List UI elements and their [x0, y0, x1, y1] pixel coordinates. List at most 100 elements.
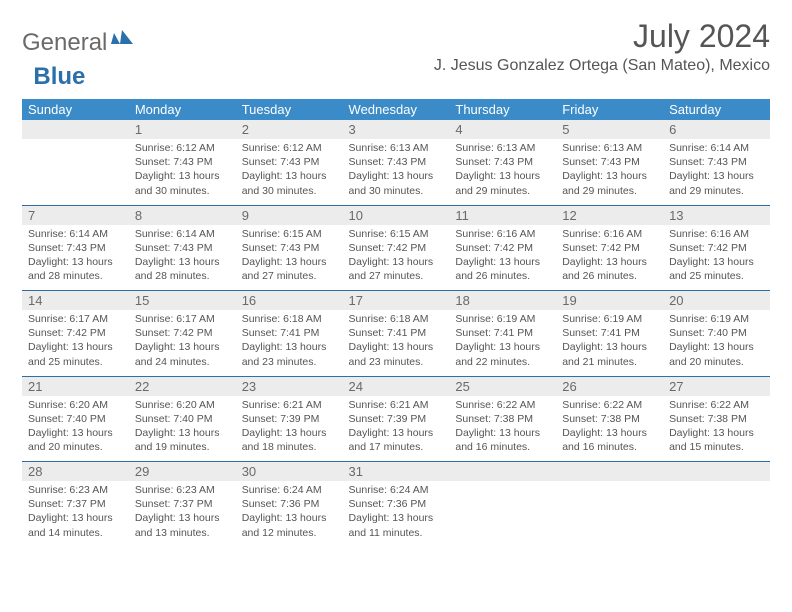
daylight-text: Daylight: 13 hours and 27 minutes.	[349, 255, 444, 283]
weekday-header: Wednesday	[343, 99, 450, 120]
day-number: 7	[22, 205, 129, 225]
day-number: 29	[129, 462, 236, 482]
day-number: 26	[556, 376, 663, 396]
day-cell: Sunrise: 6:15 AMSunset: 7:43 PMDaylight:…	[236, 225, 343, 291]
daylight-text: Daylight: 13 hours and 17 minutes.	[349, 426, 444, 454]
weekday-header: Friday	[556, 99, 663, 120]
day-cell	[556, 481, 663, 547]
day-cell	[22, 139, 129, 205]
day-number: 13	[663, 205, 770, 225]
daylight-text: Daylight: 13 hours and 19 minutes.	[135, 426, 230, 454]
daylight-text: Daylight: 13 hours and 24 minutes.	[135, 340, 230, 368]
day-number: 18	[449, 291, 556, 311]
day-cell: Sunrise: 6:14 AMSunset: 7:43 PMDaylight:…	[663, 139, 770, 205]
day-number: 6	[663, 120, 770, 139]
day-number: 16	[236, 291, 343, 311]
day-number: 3	[343, 120, 450, 139]
daylight-text: Daylight: 13 hours and 16 minutes.	[562, 426, 657, 454]
sunrise-text: Sunrise: 6:16 AM	[669, 227, 764, 241]
sunrise-text: Sunrise: 6:22 AM	[455, 398, 550, 412]
sunrise-text: Sunrise: 6:17 AM	[28, 312, 123, 326]
location-subtitle: J. Jesus Gonzalez Ortega (San Mateo), Me…	[434, 57, 770, 75]
day-number: 12	[556, 205, 663, 225]
sunset-text: Sunset: 7:41 PM	[349, 326, 444, 340]
weekday-header: Saturday	[663, 99, 770, 120]
weekday-header: Tuesday	[236, 99, 343, 120]
sunset-text: Sunset: 7:36 PM	[349, 497, 444, 511]
day-number: 24	[343, 376, 450, 396]
day-cell: Sunrise: 6:17 AMSunset: 7:42 PMDaylight:…	[129, 310, 236, 376]
day-number-row: 78910111213	[22, 205, 770, 225]
day-number: 17	[343, 291, 450, 311]
sunset-text: Sunset: 7:42 PM	[28, 326, 123, 340]
daylight-text: Daylight: 13 hours and 14 minutes.	[28, 511, 123, 539]
day-cell: Sunrise: 6:22 AMSunset: 7:38 PMDaylight:…	[449, 396, 556, 462]
day-number: 11	[449, 205, 556, 225]
sunset-text: Sunset: 7:43 PM	[135, 155, 230, 169]
sunrise-text: Sunrise: 6:13 AM	[562, 141, 657, 155]
daylight-text: Daylight: 13 hours and 23 minutes.	[349, 340, 444, 368]
day-number: 20	[663, 291, 770, 311]
day-cell: Sunrise: 6:12 AMSunset: 7:43 PMDaylight:…	[129, 139, 236, 205]
sunrise-text: Sunrise: 6:18 AM	[242, 312, 337, 326]
sunrise-text: Sunrise: 6:23 AM	[28, 483, 123, 497]
brand-logo: General	[22, 18, 135, 57]
daylight-text: Daylight: 13 hours and 30 minutes.	[135, 169, 230, 197]
day-cell: Sunrise: 6:12 AMSunset: 7:43 PMDaylight:…	[236, 139, 343, 205]
sunset-text: Sunset: 7:39 PM	[349, 412, 444, 426]
sunset-text: Sunset: 7:40 PM	[135, 412, 230, 426]
weekday-header-row: Sunday Monday Tuesday Wednesday Thursday…	[22, 99, 770, 120]
day-cell: Sunrise: 6:15 AMSunset: 7:42 PMDaylight:…	[343, 225, 450, 291]
title-block: July 2024 J. Jesus Gonzalez Ortega (San …	[434, 18, 770, 75]
sunset-text: Sunset: 7:42 PM	[135, 326, 230, 340]
sunrise-text: Sunrise: 6:15 AM	[242, 227, 337, 241]
weekday-header: Thursday	[449, 99, 556, 120]
sunset-text: Sunset: 7:38 PM	[455, 412, 550, 426]
daylight-text: Daylight: 13 hours and 29 minutes.	[562, 169, 657, 197]
weekday-header: Sunday	[22, 99, 129, 120]
sunrise-text: Sunrise: 6:18 AM	[349, 312, 444, 326]
sunset-text: Sunset: 7:37 PM	[135, 497, 230, 511]
day-number: 30	[236, 462, 343, 482]
daylight-text: Daylight: 13 hours and 25 minutes.	[28, 340, 123, 368]
daylight-text: Daylight: 13 hours and 28 minutes.	[135, 255, 230, 283]
day-number: 14	[22, 291, 129, 311]
sunrise-text: Sunrise: 6:24 AM	[242, 483, 337, 497]
daylight-text: Daylight: 13 hours and 26 minutes.	[562, 255, 657, 283]
brand-part2: Blue	[33, 63, 85, 91]
day-number: 27	[663, 376, 770, 396]
calendar-page: General July 2024 J. Jesus Gonzalez Orte…	[0, 0, 792, 547]
day-cell: Sunrise: 6:19 AMSunset: 7:41 PMDaylight:…	[556, 310, 663, 376]
sunset-text: Sunset: 7:43 PM	[669, 155, 764, 169]
day-number: 4	[449, 120, 556, 139]
daylight-text: Daylight: 13 hours and 30 minutes.	[242, 169, 337, 197]
sunrise-text: Sunrise: 6:22 AM	[562, 398, 657, 412]
sunset-text: Sunset: 7:43 PM	[562, 155, 657, 169]
day-number: 5	[556, 120, 663, 139]
sunset-text: Sunset: 7:42 PM	[349, 241, 444, 255]
flag-icon	[111, 28, 133, 49]
sunset-text: Sunset: 7:39 PM	[242, 412, 337, 426]
day-number: 28	[22, 462, 129, 482]
day-number: 1	[129, 120, 236, 139]
day-cell: Sunrise: 6:24 AMSunset: 7:36 PMDaylight:…	[343, 481, 450, 547]
day-cell: Sunrise: 6:21 AMSunset: 7:39 PMDaylight:…	[343, 396, 450, 462]
day-cell	[663, 481, 770, 547]
day-number: 8	[129, 205, 236, 225]
sunset-text: Sunset: 7:38 PM	[669, 412, 764, 426]
sunset-text: Sunset: 7:36 PM	[242, 497, 337, 511]
day-cell: Sunrise: 6:21 AMSunset: 7:39 PMDaylight:…	[236, 396, 343, 462]
sunrise-text: Sunrise: 6:21 AM	[242, 398, 337, 412]
sunset-text: Sunset: 7:43 PM	[455, 155, 550, 169]
day-number: 9	[236, 205, 343, 225]
day-number: 22	[129, 376, 236, 396]
daylight-text: Daylight: 13 hours and 23 minutes.	[242, 340, 337, 368]
day-cell: Sunrise: 6:16 AMSunset: 7:42 PMDaylight:…	[556, 225, 663, 291]
sunrise-text: Sunrise: 6:23 AM	[135, 483, 230, 497]
sunrise-text: Sunrise: 6:20 AM	[28, 398, 123, 412]
day-number	[556, 462, 663, 482]
day-number: 10	[343, 205, 450, 225]
day-number-row: 28293031	[22, 462, 770, 482]
sunset-text: Sunset: 7:43 PM	[135, 241, 230, 255]
calendar-body: 12 3456 Sunrise: 6:12 AMSunset: 7:43 PMDay…	[22, 120, 770, 547]
